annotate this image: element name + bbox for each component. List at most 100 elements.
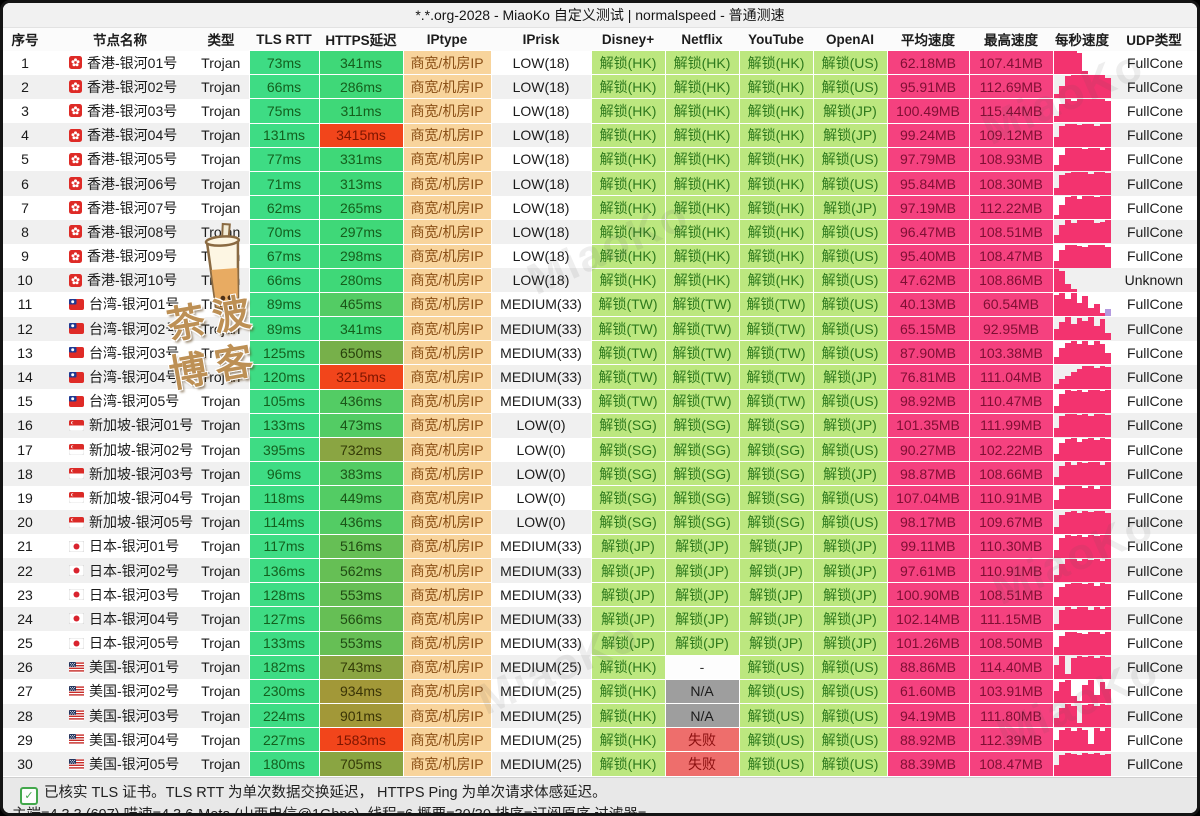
speed-sparkline-chart bbox=[1053, 704, 1111, 728]
col-header-openai: OpenAI bbox=[813, 28, 887, 51]
cell-speed-sparkline bbox=[1053, 727, 1111, 752]
cell-avg-speed: 102.14MB bbox=[886, 606, 970, 632]
cell-openai: 解锁(JP) bbox=[812, 582, 888, 608]
col-header-name: 节点名称 bbox=[47, 28, 193, 51]
node-name-label: 新加坡-银河01号 bbox=[89, 417, 193, 434]
cell-node-name: 日本-银河02号 bbox=[47, 558, 193, 583]
node-name-label: 新加坡-银河05号 bbox=[89, 514, 193, 531]
cell-youtube: 解锁(TW) bbox=[738, 291, 814, 318]
cell-avg-speed: 95.91MB bbox=[886, 74, 970, 100]
cell-speed-sparkline bbox=[1053, 364, 1111, 390]
cell-index: 16 bbox=[3, 413, 47, 438]
node-name-label: 台湾-银河05号 bbox=[89, 393, 180, 410]
cell-max-speed: 111.04MB bbox=[968, 364, 1054, 390]
table-row: 9 香港-银河09号 Trojan 67ms 298ms 商宽/机房IP LOW(18) 解锁… bbox=[3, 243, 1197, 269]
cell-node-name: 新加坡-银河01号 bbox=[47, 413, 193, 438]
node-name-label: 日本-银河02号 bbox=[89, 562, 180, 579]
cell-index: 17 bbox=[3, 437, 47, 462]
cell-node-name: 台湾-银河03号 bbox=[47, 340, 193, 365]
cell-disney: 解锁(HK) bbox=[590, 654, 666, 680]
cell-speed-sparkline bbox=[1053, 534, 1111, 559]
cell-index: 20 bbox=[3, 510, 47, 535]
cell-udp-type: FullCone bbox=[1111, 316, 1197, 341]
cell-max-speed: 108.93MB bbox=[968, 146, 1054, 172]
cell-node-name: 台湾-银河02号 bbox=[47, 316, 193, 341]
table-row: 13 台湾-银河03号 Trojan 125ms 650ms 商宽/机房IP MEDIUM(… bbox=[3, 340, 1197, 366]
cell-index: 23 bbox=[3, 582, 47, 607]
cell-node-name: 新加坡-银河04号 bbox=[47, 485, 193, 511]
table-row: 20 新加坡-银河05号 Trojan 114ms 436ms 商宽/机房IP LOW(0)… bbox=[3, 509, 1197, 535]
cell-protocol-type: Trojan bbox=[193, 123, 249, 148]
speed-sparkline-chart bbox=[1053, 679, 1111, 703]
cell-speed-sparkline bbox=[1053, 679, 1111, 704]
cell-openai: 解锁(US) bbox=[812, 678, 888, 705]
cell-max-speed: 110.91MB bbox=[968, 557, 1054, 584]
cell-netflix: 解锁(TW) bbox=[664, 316, 740, 342]
node-name-label: 新加坡-银河02号 bbox=[89, 441, 193, 458]
flag-tw-icon bbox=[69, 371, 84, 383]
cell-iprisk: LOW(18) bbox=[491, 268, 591, 293]
cell-max-speed: 114.40MB bbox=[968, 654, 1054, 680]
speed-sparkline-chart bbox=[1053, 220, 1111, 244]
cell-speed-sparkline bbox=[1053, 413, 1111, 438]
cell-iprisk: LOW(0) bbox=[491, 437, 591, 462]
cell-udp-type: FullCone bbox=[1111, 703, 1197, 728]
cell-node-name: 香港-银河02号 bbox=[47, 74, 193, 99]
cell-udp-type: FullCone bbox=[1111, 485, 1197, 511]
node-name-label: 美国-银河05号 bbox=[89, 756, 180, 773]
cell-disney: 解锁(HK) bbox=[590, 219, 666, 245]
cell-avg-speed: 76.81MB bbox=[886, 364, 970, 390]
cell-speed-sparkline bbox=[1053, 50, 1111, 75]
cell-tls-rtt: 66ms bbox=[248, 74, 320, 100]
cell-node-name: 台湾-银河01号 bbox=[47, 292, 193, 317]
cell-tls-rtt: 136ms bbox=[248, 557, 320, 584]
cell-protocol-type: Trojan bbox=[193, 364, 249, 390]
cell-disney: 解锁(HK) bbox=[590, 146, 666, 172]
node-name-label: 台湾-银河02号 bbox=[89, 320, 180, 337]
cell-max-speed: 109.67MB bbox=[968, 509, 1054, 535]
speed-sparkline-chart bbox=[1053, 559, 1111, 583]
cell-openai: 解锁(US) bbox=[812, 388, 888, 414]
table-row: 8 香港-银河08号 Trojan 70ms 297ms 商宽/机房IP LOW(18) 解锁… bbox=[3, 219, 1197, 245]
cell-netflix: 解锁(HK) bbox=[664, 243, 740, 269]
cell-netflix: 解锁(HK) bbox=[664, 267, 740, 293]
cell-https-delay: 341ms bbox=[318, 316, 404, 342]
col-header-iprisk: IPrisk bbox=[491, 28, 591, 51]
cell-iprisk: LOW(0) bbox=[491, 461, 591, 486]
cell-tls-rtt: 133ms bbox=[248, 412, 320, 439]
table-row: 28 美国-银河03号 Trojan 224ms 901ms 商宽/机房IP MEDIUM(… bbox=[3, 703, 1197, 729]
cell-openai: 解锁(US) bbox=[812, 267, 888, 293]
speed-sparkline-chart bbox=[1053, 341, 1111, 365]
cell-youtube: 解锁(TW) bbox=[738, 364, 814, 390]
cell-iprisk: MEDIUM(33) bbox=[491, 389, 591, 414]
cell-avg-speed: 62.18MB bbox=[886, 49, 970, 76]
cell-avg-speed: 90.27MB bbox=[886, 436, 970, 463]
cell-iptype: 商宽/机房IP bbox=[402, 388, 492, 414]
cell-protocol-type: Trojan bbox=[193, 679, 249, 704]
cell-netflix: - bbox=[664, 654, 740, 680]
flag-us-icon bbox=[69, 661, 84, 673]
cell-iptype: 商宽/机房IP bbox=[402, 74, 492, 100]
cell-openai: 解锁(JP) bbox=[812, 122, 888, 148]
cell-youtube: 解锁(HK) bbox=[738, 243, 814, 269]
cell-iprisk: MEDIUM(33) bbox=[491, 316, 591, 341]
cell-index: 22 bbox=[3, 558, 47, 583]
cell-tls-rtt: 75ms bbox=[248, 98, 320, 124]
cell-protocol-type: Trojan bbox=[193, 50, 249, 75]
cell-iptype: 商宽/机房IP bbox=[402, 219, 492, 245]
cell-netflix: 解锁(TW) bbox=[664, 291, 740, 318]
cell-avg-speed: 107.04MB bbox=[886, 485, 970, 511]
node-name-label: 美国-银河02号 bbox=[89, 683, 180, 700]
cell-udp-type: FullCone bbox=[1111, 292, 1197, 317]
cell-netflix: 解锁(JP) bbox=[664, 606, 740, 632]
cell-iprisk: MEDIUM(33) bbox=[491, 364, 591, 390]
table-row: 4 香港-银河04号 Trojan 131ms 3415ms 商宽/机房IP LOW(18)… bbox=[3, 122, 1197, 148]
flag-jp-icon bbox=[69, 565, 84, 577]
cell-disney: 解锁(TW) bbox=[590, 316, 666, 342]
cell-netflix: 解锁(TW) bbox=[664, 364, 740, 390]
node-name-label: 香港-银河07号 bbox=[87, 199, 178, 216]
cell-iprisk: MEDIUM(25) bbox=[491, 727, 591, 752]
cell-iprisk: LOW(18) bbox=[491, 123, 591, 148]
cell-disney: 解锁(HK) bbox=[590, 98, 666, 124]
cell-disney: 解锁(SG) bbox=[590, 461, 666, 487]
